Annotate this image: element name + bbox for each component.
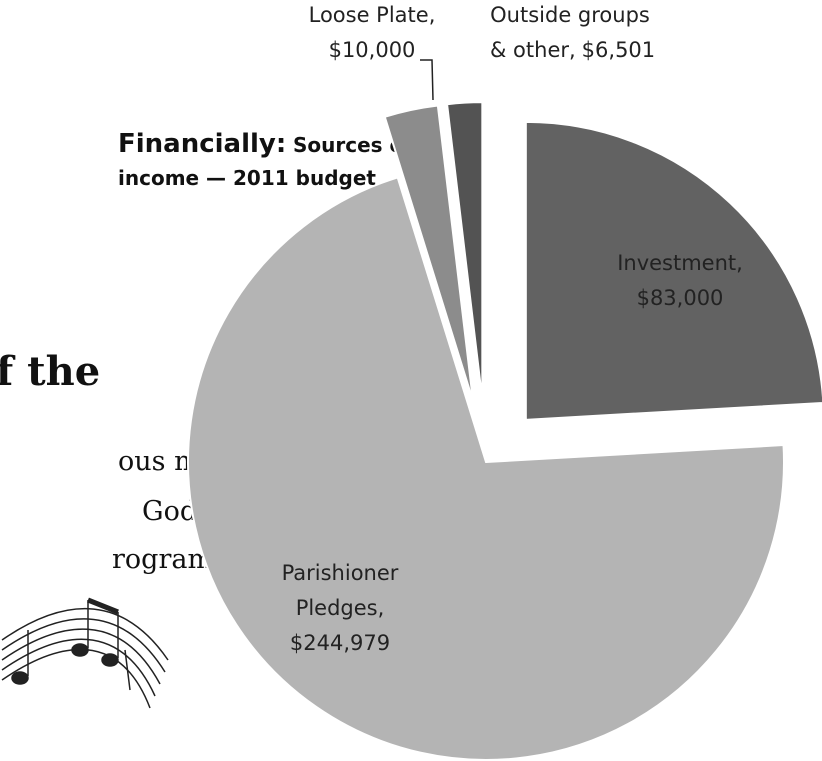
slice-value-label: $83,000 — [637, 286, 724, 310]
chart-title: Financially: — [118, 129, 286, 159]
leader-line — [420, 59, 434, 101]
slice-value-label: $6,501 — [582, 38, 655, 62]
pie-slice — [383, 104, 475, 402]
pie-slice — [187, 176, 785, 761]
slice-category-label: Parishioner Pledges, — [282, 561, 399, 620]
background-heading: f the — [0, 348, 100, 395]
slice-value-label: $244,979 — [290, 631, 390, 655]
slice-category-label: Investment, — [617, 251, 743, 275]
pie-slice — [445, 101, 484, 401]
title-background — [112, 118, 374, 196]
music-notes-image — [1, 597, 169, 709]
slice-category-label: Outside groups & other, — [490, 3, 650, 62]
slice-category-label: Loose Plate, — [309, 3, 436, 27]
slice-value-label: $10,000 — [329, 38, 416, 62]
background-line: rogram — [112, 544, 213, 575]
background-line: God — [142, 496, 197, 527]
pie-slice — [524, 120, 822, 421]
